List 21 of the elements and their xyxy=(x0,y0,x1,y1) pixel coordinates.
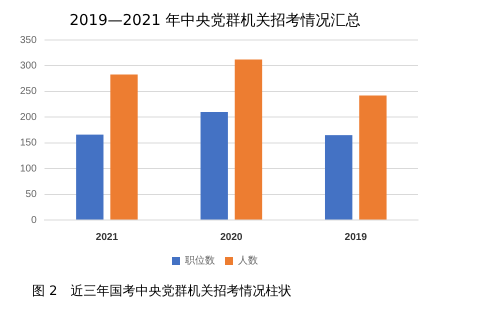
x-tick-label: 2020 xyxy=(220,232,243,243)
y-tick-label: 250 xyxy=(20,86,38,98)
x-tick-label: 2021 xyxy=(96,232,118,243)
chart-title: 2019—2021 年中央党群机关招考情况汇总 xyxy=(69,10,361,29)
x-tick-label: 2019 xyxy=(344,232,368,243)
legend-label: 人数 xyxy=(238,256,258,267)
y-tick-label: 200 xyxy=(20,112,38,123)
caption: 图 2 近三年国考中央党群机关招考情况柱状 xyxy=(32,283,292,300)
bar xyxy=(324,135,352,220)
bar xyxy=(110,74,138,220)
legend-label: 职位数 xyxy=(185,254,215,267)
y-tick-label: 100 xyxy=(20,163,38,174)
bar xyxy=(234,60,262,220)
bar xyxy=(76,134,104,220)
y-tick-label: 50 xyxy=(26,189,38,200)
y-tick-label: 150 xyxy=(20,138,38,149)
bar xyxy=(200,112,228,220)
y-tick-label: 0 xyxy=(31,214,38,226)
y-tick-label: 300 xyxy=(20,60,38,72)
y-tick-label: 350 xyxy=(20,34,38,46)
bar xyxy=(359,96,387,220)
